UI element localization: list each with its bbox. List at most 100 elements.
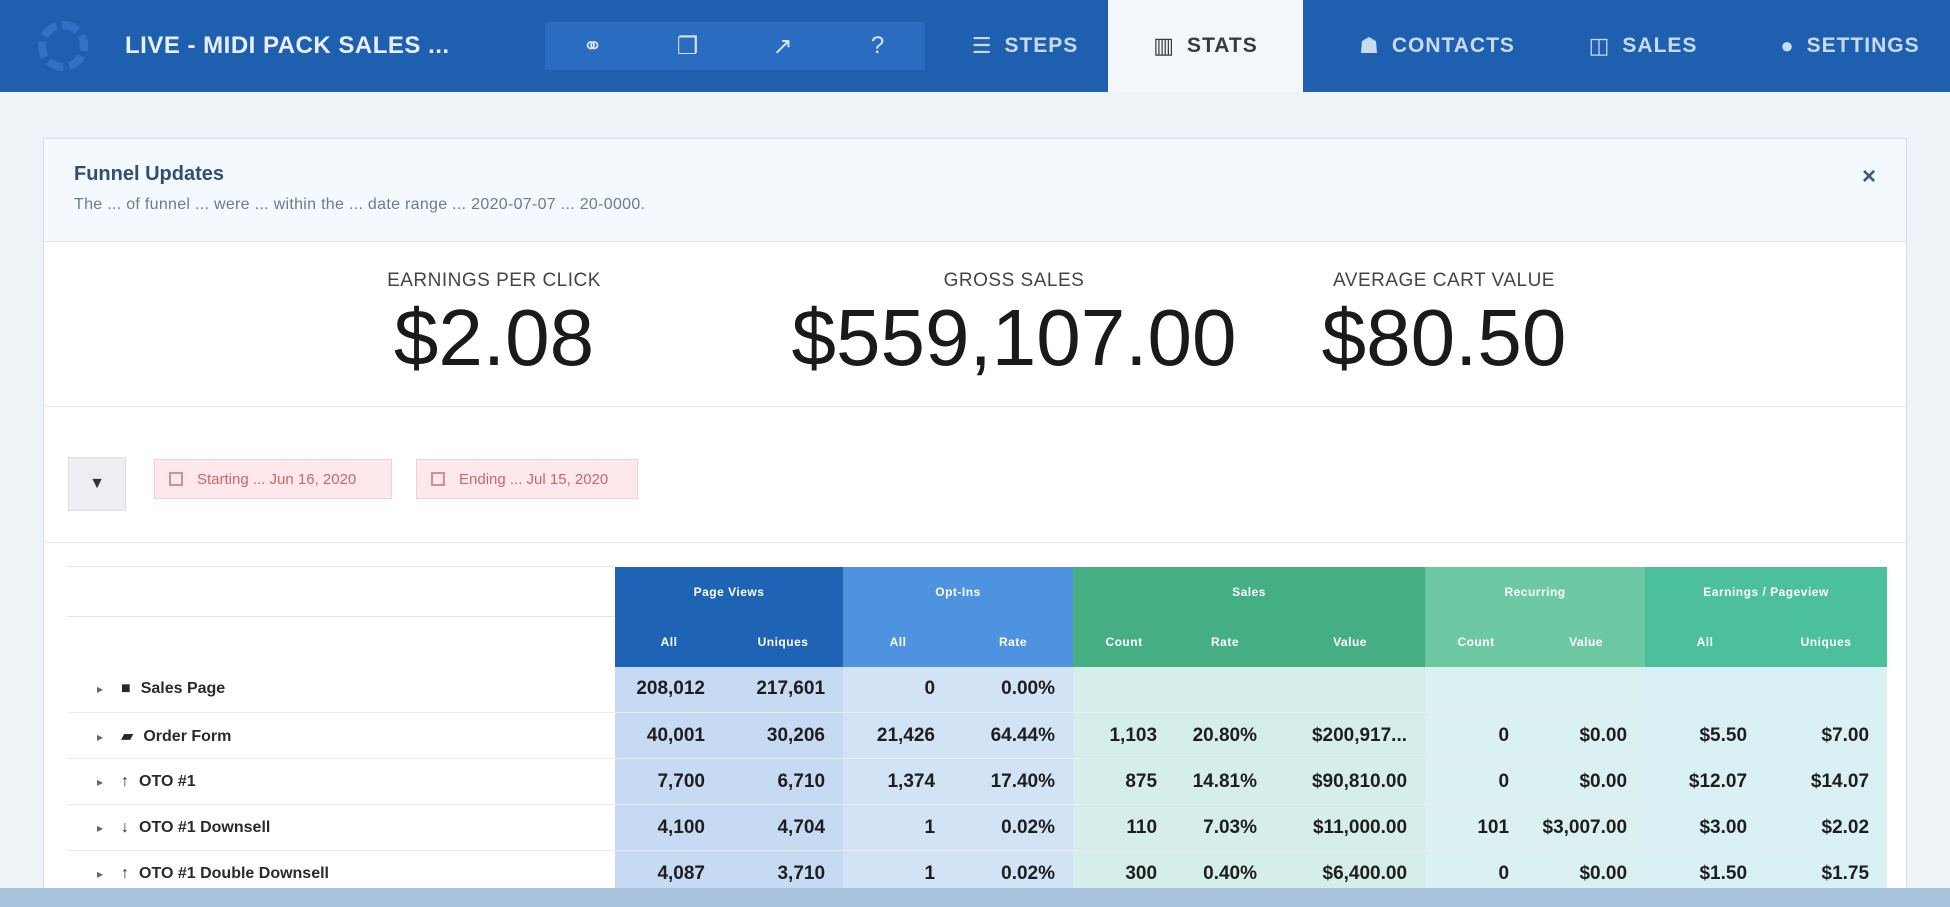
- table-cell: $11,000.00: [1275, 804, 1426, 851]
- metric-label: AVERAGE CART VALUE: [1333, 270, 1555, 291]
- step-name: OTO #1 Double Downsell: [139, 864, 329, 882]
- step-name-cell[interactable]: ▸ ▰ Order Form: [67, 712, 615, 759]
- table-row[interactable]: ▸ ■ Sales Page 208,012 217,601 0 0.00%: [67, 666, 1888, 713]
- external-link-icon[interactable]: ↗: [772, 32, 793, 60]
- expand-caret-icon[interactable]: ▸: [97, 866, 104, 881]
- col-header[interactable]: Value: [1275, 616, 1426, 667]
- col-header[interactable]: Uniques: [1765, 616, 1888, 667]
- step-name-cell[interactable]: ▸ ■ Sales Page: [67, 666, 615, 713]
- col-header[interactable]: Rate: [953, 616, 1074, 667]
- step-name: Order Form: [143, 727, 232, 745]
- help-icon[interactable]: ?: [870, 32, 885, 59]
- table-cell: $200,917...: [1275, 712, 1426, 759]
- top-nav-bar: LIVE - MIDI PACK SALES ... ⚭ ❐ ↗ ? ☰ STEP…: [0, 0, 1950, 92]
- clone-icon[interactable]: ❐: [676, 32, 699, 60]
- metric-value: $80.50: [1321, 293, 1567, 382]
- toolbar-icon-group: ⚭ ❐ ↗ ?: [545, 22, 925, 70]
- table-row[interactable]: ▸ ▰ Order Form 40,001 30,206 21,426 64.44% 1,10…: [67, 712, 1888, 759]
- table-cell: 40,001: [615, 712, 723, 759]
- table-cell: 101: [1425, 804, 1528, 851]
- filter-button[interactable]: ▼: [68, 457, 126, 511]
- table-cell: 875: [1073, 758, 1176, 805]
- settings-icon: ●: [1780, 33, 1795, 58]
- expand-caret-icon[interactable]: ▸: [97, 729, 104, 744]
- sub-header-row: All Uniques All Rate Count Rate Value Co…: [67, 616, 1888, 667]
- col-header[interactable]: All: [615, 616, 723, 667]
- metric-value: $2.08: [393, 293, 595, 382]
- stats-table: Page Views Opt-Ins Sales Recurring Earni…: [67, 566, 1888, 897]
- expand-caret-icon[interactable]: ▸: [97, 820, 104, 835]
- link-icon[interactable]: ⚭: [582, 32, 603, 60]
- filter-row: ▼ Starting ... Jun 16, 2020 Ending ... J…: [44, 407, 1906, 543]
- step-name: OTO #1 Downsell: [139, 818, 271, 836]
- notice-title: Funnel Updates: [74, 163, 225, 185]
- gear-logo-icon: [37, 21, 88, 71]
- metric-label: EARNINGS PER CLICK: [387, 270, 601, 291]
- table-cell: 1: [843, 804, 954, 851]
- col-header[interactable]: Count: [1073, 616, 1176, 667]
- tab-sales[interactable]: ◫ SALES: [1558, 0, 1728, 92]
- group-header-recurring: Recurring: [1425, 566, 1646, 617]
- expand-caret-icon[interactable]: ▸: [97, 774, 104, 789]
- table-cell: [1073, 666, 1176, 713]
- group-header-row: Page Views Opt-Ins Sales Recurring Earni…: [67, 566, 1888, 617]
- col-header[interactable]: Rate: [1175, 616, 1276, 667]
- table-cell: 0: [1425, 758, 1528, 805]
- tab-stats[interactable]: ▥ STATS: [1108, 0, 1303, 92]
- end-date-chip[interactable]: Ending ... Jul 15, 2020: [416, 459, 638, 499]
- tab-settings[interactable]: ● SETTINGS: [1750, 0, 1950, 92]
- step-name-cell[interactable]: ▸ ↓ OTO #1 Downsell: [67, 804, 615, 851]
- metric-average-cart-value: AVERAGE CART VALUE $80.50: [1294, 270, 1594, 380]
- table-cell: $3.00: [1645, 804, 1766, 851]
- table-cell: [1527, 666, 1646, 713]
- calendar-icon: [169, 472, 183, 486]
- expand-caret-icon[interactable]: ▸: [97, 682, 104, 697]
- users-icon: ☗: [1359, 33, 1380, 58]
- step-name-cell[interactable]: ▸ ↑ OTO #1: [67, 758, 615, 805]
- table-cell: $3,007.00: [1527, 804, 1646, 851]
- step-name: OTO #1: [139, 772, 196, 790]
- table-row[interactable]: ▸ ↓ OTO #1 Downsell 4,100 4,704 1 0.02% 110 7.03…: [67, 804, 1888, 851]
- step-type-icon: ■: [121, 680, 131, 698]
- table-cell: [1425, 666, 1528, 713]
- group-header-page-views: Page Views: [615, 566, 844, 617]
- col-header[interactable]: All: [843, 616, 954, 667]
- funnel-title[interactable]: LIVE - MIDI PACK SALES ...: [125, 32, 450, 59]
- table-cell: 0.00%: [953, 666, 1074, 713]
- table-cell: [1275, 666, 1426, 713]
- table-row[interactable]: ▸ ↑ OTO #1 7,700 6,710 1,374 17.40% 875 14.81% $9…: [67, 758, 1888, 805]
- tab-contacts-label: CONTACTS: [1391, 34, 1515, 57]
- tab-steps[interactable]: ☰ STEPS: [940, 0, 1110, 92]
- list-icon: ☰: [971, 33, 993, 58]
- col-header[interactable]: Count: [1425, 616, 1528, 667]
- money-icon: ◫: [1588, 33, 1611, 58]
- table-cell: 4,100: [615, 804, 723, 851]
- tab-contacts[interactable]: ☗ CONTACTS: [1322, 0, 1552, 92]
- step-name: Sales Page: [140, 680, 226, 698]
- tab-steps-label: STEPS: [1004, 34, 1079, 57]
- table-cell: $7.00: [1765, 712, 1888, 759]
- col-header[interactable]: Value: [1527, 616, 1646, 667]
- table-cell: $0.00: [1527, 712, 1646, 759]
- table-cell: $5.50: [1645, 712, 1766, 759]
- table-cell: 208,012: [615, 666, 723, 713]
- notice-subtitle: The ... of funnel ... were ... within th…: [74, 196, 646, 213]
- tab-sales-label: SALES: [1622, 34, 1698, 57]
- table-cell: 21,426: [843, 712, 954, 759]
- step-type-icon: ▰: [121, 727, 134, 745]
- table-cell: 6,710: [723, 758, 844, 805]
- metric-earnings-per-click: EARNINGS PER CLICK $2.08: [364, 270, 624, 380]
- col-header[interactable]: All: [1645, 616, 1766, 667]
- start-date-chip[interactable]: Starting ... Jun 16, 2020: [154, 459, 392, 499]
- calendar-icon: [431, 472, 445, 486]
- close-icon[interactable]: ×: [1861, 163, 1876, 190]
- col-header[interactable]: Uniques: [723, 616, 844, 667]
- group-header-sales: Sales: [1073, 566, 1426, 617]
- table-cell: 14.81%: [1175, 758, 1276, 805]
- filter-icon: ▼: [89, 475, 105, 492]
- logo[interactable]: [0, 0, 125, 92]
- start-date-label: Starting ... Jun 16, 2020: [197, 470, 357, 488]
- table-cell: 0: [1425, 712, 1528, 759]
- table-cell: 110: [1073, 804, 1176, 851]
- table-cell: $90,810.00: [1275, 758, 1426, 805]
